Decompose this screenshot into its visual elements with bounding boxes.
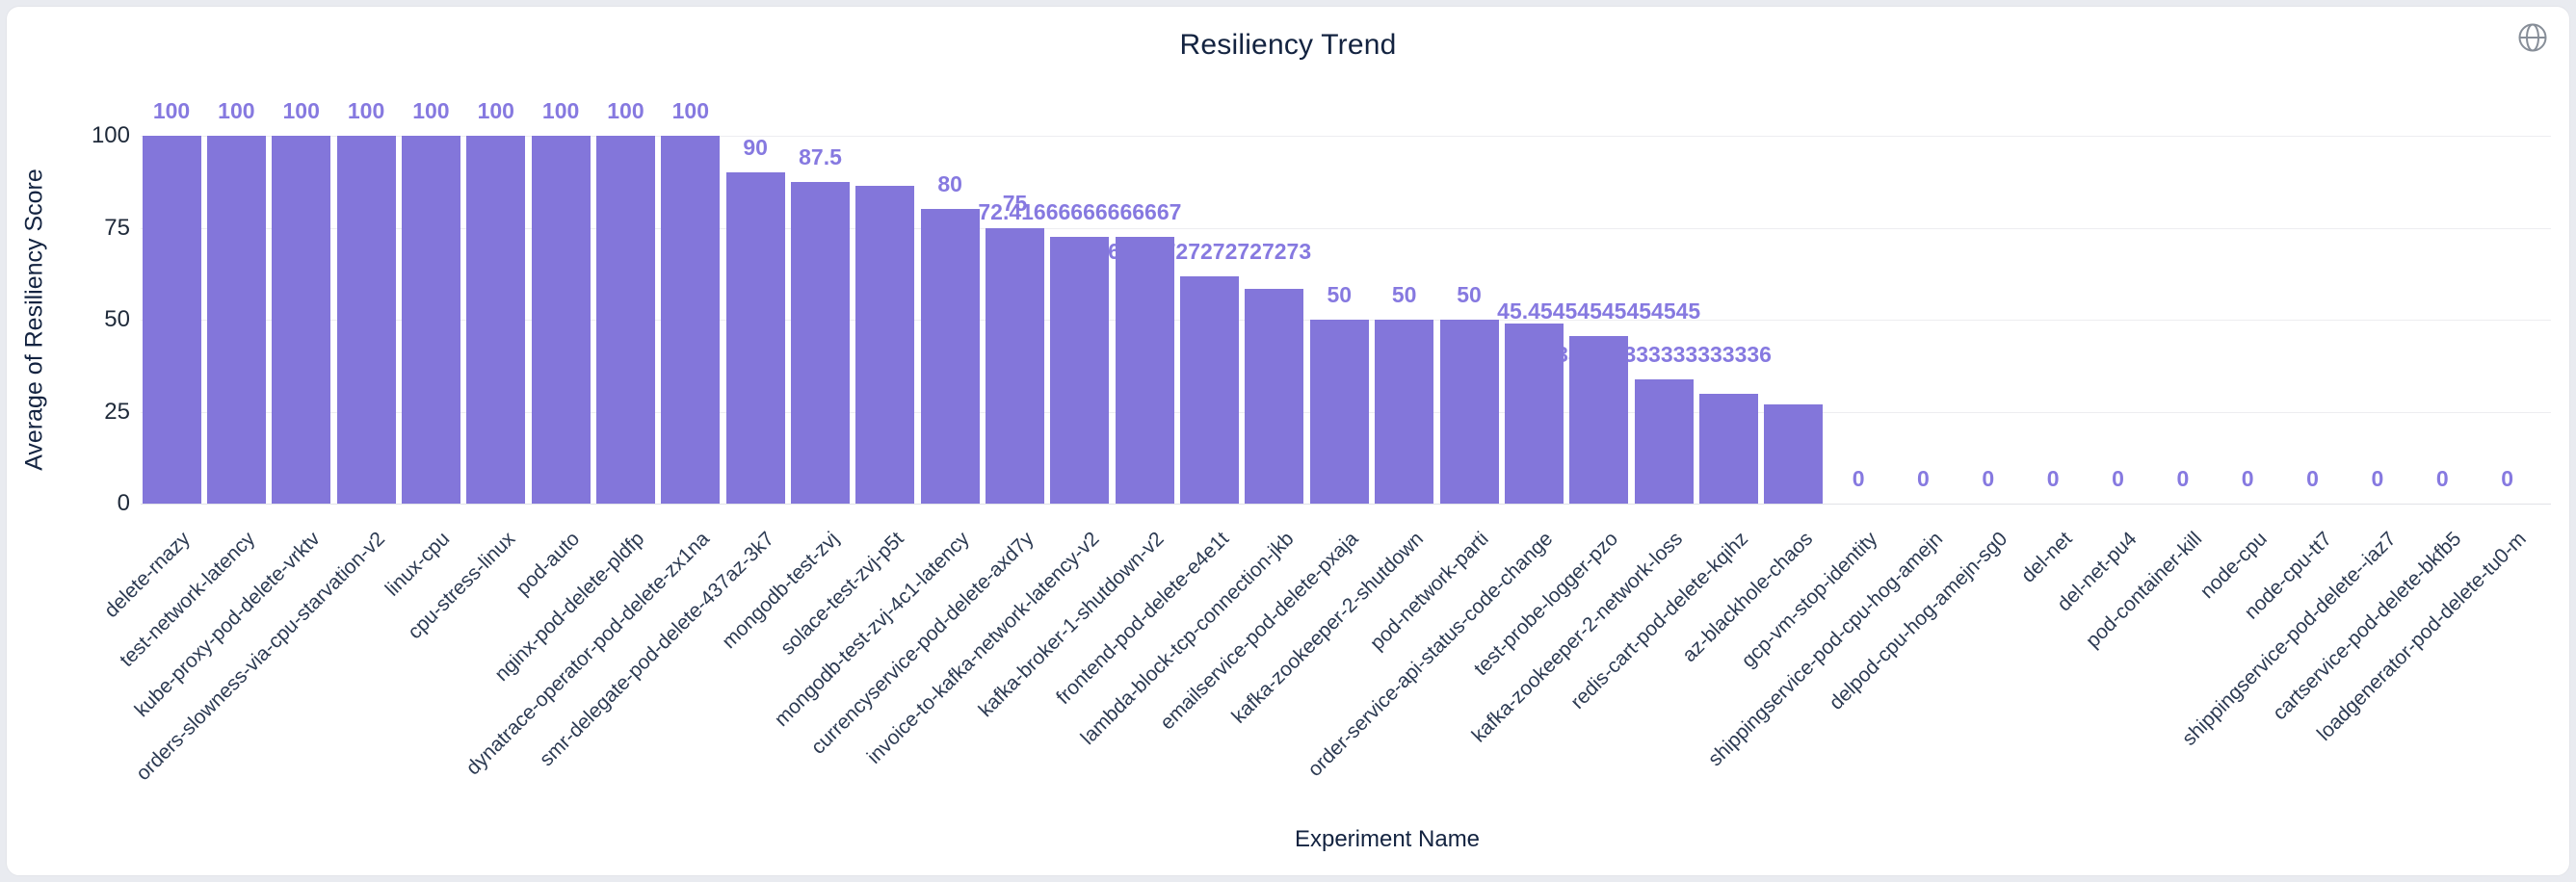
bar-nginx-pod-delete-pldfp[interactable] [595,136,655,504]
x-axis-title: Experiment Name [1294,826,1481,852]
y-axis-tick-0: 0 [117,490,130,516]
bar-lambda-block-tcp-connection-jkb[interactable] [1245,289,1304,504]
gridline-0 [141,504,2551,505]
bar-kafka-broker-1-shutdown-v2[interactable] [1115,237,1174,504]
bar-test-network-latency[interactable] [206,136,266,504]
value-label-loadgenerator-pod-delete-tu0-m: 0 [2501,466,2513,491]
x-axis-label-pod-container-kill[interactable]: pod-container-kill [2081,528,2207,653]
value-label-pod-auto: 100 [541,98,580,123]
value-label-gcp-vm-stop-identity: 0 [1852,466,1865,491]
x-axis-label-dynatrace-operator-pod-delete-zx1na[interactable]: dynatrace-operator-pod-delete-zx1na [461,528,715,780]
value-label-pod-network-parti: 50 [1457,282,1482,307]
bar-test-probe-logger-pzo[interactable] [1569,336,1629,504]
value-label-orders-slowness-via-cpu-starvation-v2: 100 [347,98,385,123]
bar-az-blackhole-chaos[interactable] [1764,404,1824,504]
value-label-node-cpu: 0 [2241,466,2254,491]
x-axis-label-pod-network-parti[interactable]: pod-network-parti [1365,528,1493,655]
bar-kafka-zookeeper-2-shutdown[interactable] [1375,320,1434,504]
bar-frontend-pod-delete-e4e1t[interactable] [1180,276,1240,504]
value-label-smr-delegate-pod-delete-437az-3k7: 90 [743,135,768,161]
value-label-delete-rnazy: 100 [152,98,191,123]
y-axis-tick-100: 100 [91,122,130,148]
x-axis-label-invoice-to-kafka-network-latency-v2[interactable]: invoice-to-kafka-network-latency-v2 [862,528,1104,768]
x-axis-label-del-net[interactable]: del-net [2016,528,2077,587]
bar-dynatrace-operator-pod-delete-zx1na[interactable] [661,136,721,504]
bar-mongodb-test-zvj-4c1-latency[interactable] [920,209,980,504]
bar-solace-test-zvj-p5t[interactable] [855,185,915,504]
bar-emailservice-pod-delete-pxaja[interactable] [1309,320,1369,504]
bar-cpu-stress-linux[interactable] [466,136,526,504]
bar-redis-cart-pod-delete-kqihz[interactable] [1698,394,1758,504]
value-label-test-probe-logger-pzo: 45.45454545454545 [1497,298,1701,324]
value-label-dynatrace-operator-pod-delete-zx1na: 100 [671,98,709,123]
x-axis-label-shippingservice-pod-cpu-hog-amejn[interactable]: shippingservice-pod-cpu-hog-amejn [1703,528,1947,771]
bar-pod-network-parti[interactable] [1439,320,1499,504]
y-axis-tick-25: 25 [104,398,130,425]
value-label-nginx-pod-delete-pldfp: 100 [607,98,644,123]
value-label-shippingservice-pod-cpu-hog-amejn: 0 [1917,466,1930,491]
bar-mongodb-test-zvj[interactable] [791,181,850,504]
value-label-cpu-stress-linux: 100 [477,98,514,123]
value-label-test-network-latency: 100 [218,98,255,123]
y-axis-tick-75: 75 [104,214,130,241]
value-label-shippingservice-pod-delete--iaz7: 0 [2371,466,2384,491]
value-label-mongodb-test-zvj: 87.5 [799,143,842,169]
value-label-mongodb-test-zvj-4c1-latency: 80 [937,171,962,197]
value-label-del-net: 0 [2046,466,2060,491]
bar-invoice-to-kafka-network-latency-v2[interactable] [1050,237,1110,504]
bar-pod-auto[interactable] [531,136,591,504]
value-label-linux-cpu: 100 [412,98,450,123]
bar-orders-slowness-via-cpu-starvation-v2[interactable] [336,136,396,504]
bar-kafka-zookeeper-2-network-loss[interactable] [1634,378,1694,504]
value-label-emailservice-pod-delete-pxaja: 50 [1327,282,1353,307]
value-label-kube-proxy-pod-delete-vrktv: 100 [282,98,320,123]
x-axis-label-smr-delegate-pod-delete-437az-3k7[interactable]: smr-delegate-pod-delete-437az-3k7 [536,528,779,771]
bar-order-service-api-status-code-change[interactable] [1504,323,1564,504]
value-label-currencyservice-pod-delete-axd7y: 75 [1002,190,1028,216]
bar-linux-cpu[interactable] [401,136,460,504]
value-label-cartservice-pod-delete-bkfb5: 0 [2435,466,2449,491]
bar-kube-proxy-pod-delete-vrktv[interactable] [272,136,331,504]
bar-smr-delegate-pod-delete-437az-3k7[interactable] [725,172,785,504]
y-axis-title: Average of Resiliency Score [20,169,48,471]
globe-icon[interactable] [2516,21,2549,54]
value-label-node-cpu-tt7: 0 [2306,466,2319,491]
bar-currencyservice-pod-delete-axd7y[interactable] [986,227,1045,504]
value-label-delpod-cpu-hog-amejn-sg0: 0 [1982,466,1995,491]
x-axis-label-solace-test-zvj-p5t[interactable]: solace-test-zvj-p5t [776,528,909,660]
value-label-pod-container-kill: 0 [2176,466,2190,491]
x-axis-label-mongodb-test-zvj[interactable]: mongodb-test-zvj [718,528,844,654]
gridline-100 [141,136,2551,137]
x-axis-label-order-service-api-status-code-change[interactable]: order-service-api-status-code-change [1303,528,1558,782]
gridline-75 [141,227,2551,229]
value-label-del-net-pu4: 0 [2112,466,2124,491]
value-label-kafka-zookeeper-2-shutdown: 50 [1391,282,1417,307]
y-axis-tick-50: 50 [104,306,130,332]
value-label-invoice-to-kafka-network-latency-v2: 72.41666666666667 [978,199,1182,225]
bar-delete-rnazy[interactable] [142,136,201,504]
chart-title: Resiliency Trend [1179,29,1397,61]
